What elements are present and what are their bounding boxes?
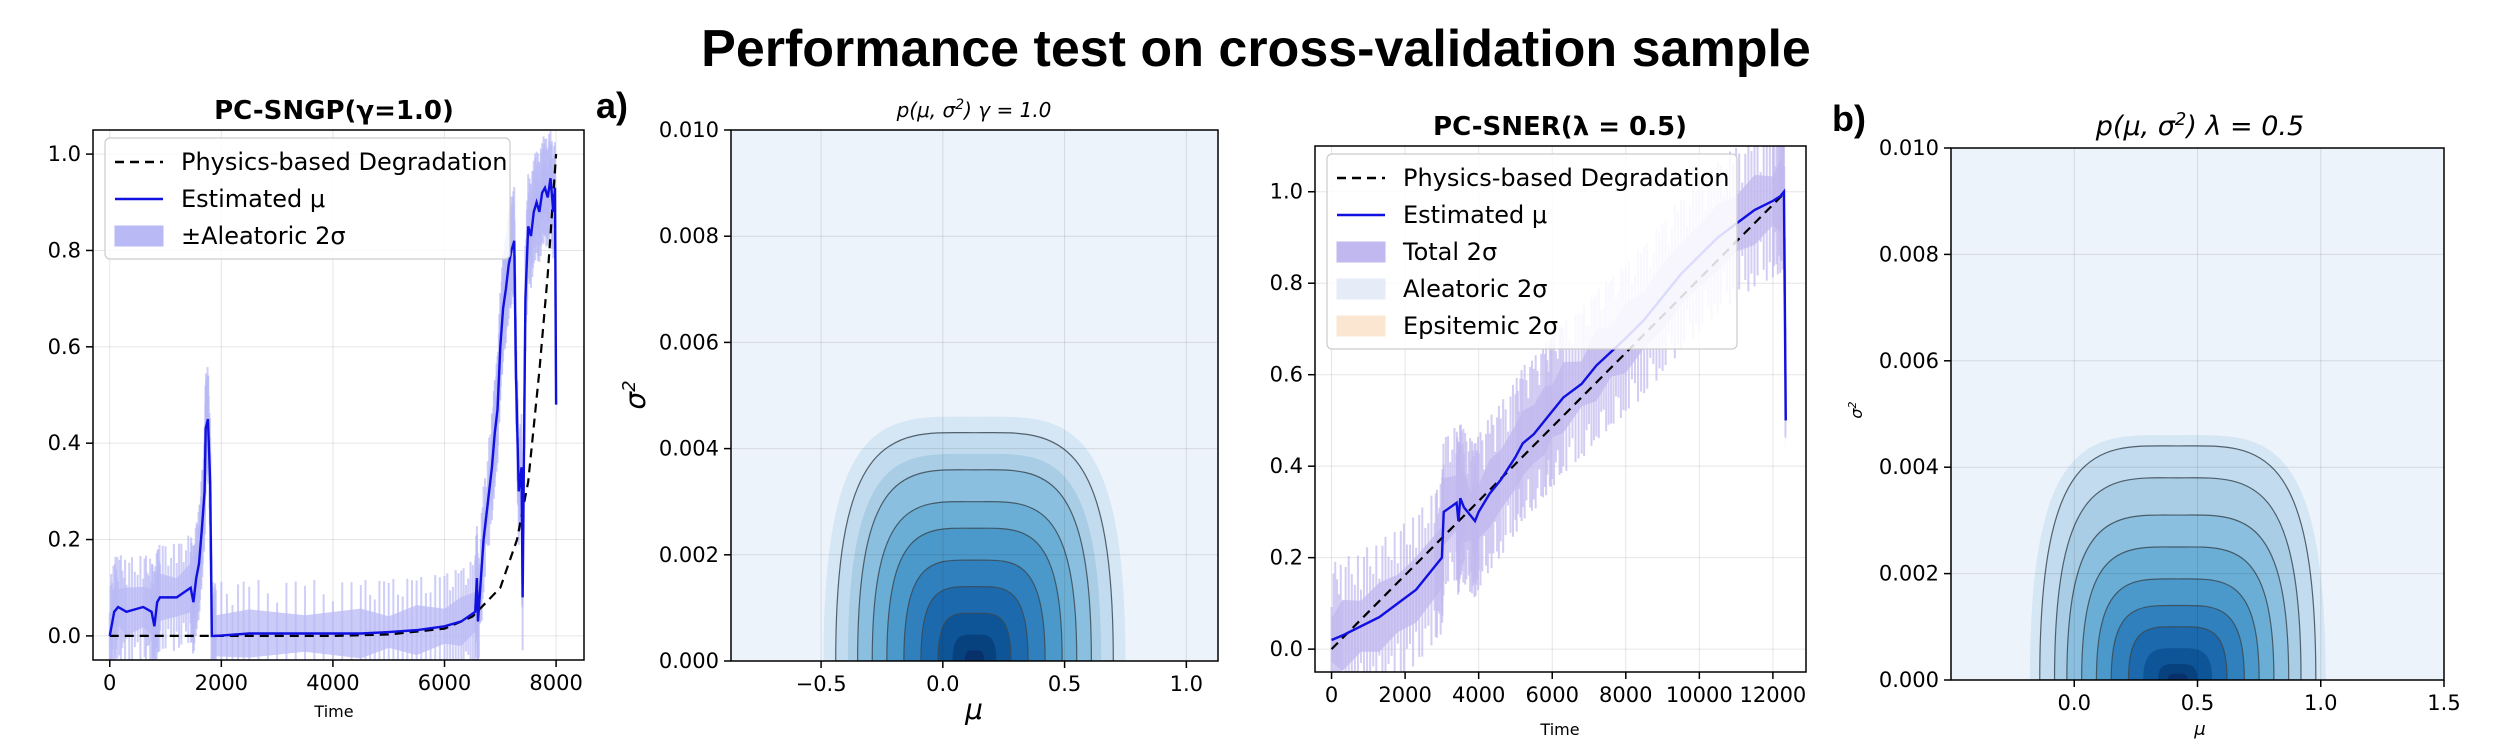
y-tick-label: 0.8 xyxy=(1270,271,1303,295)
legend: Physics-based Degradation Estimated μ ±Ale… xyxy=(104,137,511,260)
x-tick-label: 10000 xyxy=(1666,683,1733,707)
posterior-gamma-x-axis-label: μ xyxy=(964,693,983,726)
x-tick-label: 4000 xyxy=(306,671,359,695)
legend-patch-marker xyxy=(1336,241,1386,263)
y-tick-label: 0.008 xyxy=(1879,242,1939,266)
posterior-lambda-title: p(μ, σ2) λ = 0.5 xyxy=(2095,109,2304,142)
x-tick-label: 0 xyxy=(1325,683,1338,707)
axes-frame xyxy=(1950,147,2445,681)
legend-label: ±Aleatoric 2σ xyxy=(181,222,346,250)
y-tick-label: 0.8 xyxy=(48,238,81,262)
legend-label: Epsitemic 2σ xyxy=(1403,312,1558,340)
x-tick-label: 0 xyxy=(103,671,116,695)
density-contour xyxy=(964,650,985,661)
panel-letter-b: b) xyxy=(1832,98,1866,139)
y-tick-label: 0.2 xyxy=(48,528,81,552)
plot-content xyxy=(731,130,1218,661)
x-tick-label: −0.5 xyxy=(796,672,847,696)
y-tick-label: 0.006 xyxy=(1879,349,1939,373)
y-tick-label: 0.010 xyxy=(1879,136,1939,160)
x-tick-label: 6000 xyxy=(1525,683,1578,707)
legend-label: Total 2σ xyxy=(1402,238,1497,266)
y-tick-label: 0.0 xyxy=(1270,637,1303,661)
sner-plot-area: 0 2000 4000 6000 8000 10000 12000 0.0 0.2 0.4 0.6 0… xyxy=(1270,145,1807,707)
posterior-lambda-x-axis-label: μ xyxy=(2193,719,2205,740)
x-tick-label: 1.0 xyxy=(1170,672,1203,696)
legend-box xyxy=(104,137,511,260)
y-tick-label: 0.002 xyxy=(1879,562,1939,586)
axes-frame xyxy=(92,129,585,661)
sngp-x-axis-label: Time xyxy=(313,702,353,721)
posterior-gamma-y-axis-label: σ2 xyxy=(619,380,652,409)
legend-label: Physics-based Degradation xyxy=(1403,164,1729,192)
y-tick-label: 0.008 xyxy=(659,224,719,248)
x-tick-label: 8000 xyxy=(529,671,582,695)
density-contour xyxy=(2167,673,2188,680)
x-tick-label: 0.0 xyxy=(2058,691,2091,715)
panel-a: a) −0.5 0.0 0.5 1.0 0.000 0.002 0.004 0.006 0.00… xyxy=(596,85,1219,726)
panel-sngp: 0 2000 4000 6000 8000 0.0 0.2 0.4 0.6 0.8 1.0 Physi… xyxy=(48,96,585,721)
x-tick-label: 4000 xyxy=(1452,683,1505,707)
plot-content xyxy=(1951,148,2444,680)
y-tick-label: 0.000 xyxy=(659,649,719,673)
y-tick-label: 0.000 xyxy=(1879,668,1939,692)
sner-chart-title: PC-SNER(λ = 0.5) xyxy=(1433,112,1687,142)
figure-title: Performance test on cross-validation sam… xyxy=(701,20,1811,78)
y-tick-label: 0.006 xyxy=(659,330,719,354)
axes-frame xyxy=(730,129,1219,662)
y-tick-label: 0.010 xyxy=(659,118,719,142)
panel-b: b) 0.0 0.5 1.0 1.5 0.000 0.002 0.004 0.006 0.008… xyxy=(1832,98,2461,740)
legend-label: Aleatoric 2σ xyxy=(1403,275,1548,303)
x-tick-label: 0.0 xyxy=(926,672,959,696)
x-tick-label: 0.5 xyxy=(1048,672,1081,696)
posterior-gamma-plot-area: −0.5 0.0 0.5 1.0 0.000 0.002 0.004 0.006 0.008 0.… xyxy=(659,118,1219,696)
physics-degradation-line xyxy=(109,154,558,638)
density-contour xyxy=(2158,664,2198,680)
y-tick-label: 1.0 xyxy=(48,142,81,166)
posterior-gamma-title: p(μ, σ2) γ = 1.0 xyxy=(896,97,1052,122)
physics-degradation-line xyxy=(1330,190,1787,650)
estimated-mu-line xyxy=(108,178,558,638)
x-tick-label: 8000 xyxy=(1599,683,1652,707)
legend: Physics-based Degradation Estimated μ Tota… xyxy=(1326,153,1738,350)
y-tick-label: 0.004 xyxy=(659,437,719,461)
y-tick-label: 0.004 xyxy=(1879,455,1939,479)
legend-label: Physics-based Degradation xyxy=(181,148,507,176)
legend-box xyxy=(1326,153,1738,350)
y-tick-label: 0.2 xyxy=(1270,546,1303,570)
y-tick-label: 0.002 xyxy=(659,543,719,567)
legend-patch-marker xyxy=(1336,278,1386,300)
legend-label: Estimated μ xyxy=(181,185,325,213)
sngp-plot-area: 0 2000 4000 6000 8000 0.0 0.2 0.4 0.6 0.8 1.0 Physi… xyxy=(48,129,585,695)
legend-label: Estimated μ xyxy=(1403,201,1547,229)
posterior-lambda-y-axis-label: σ2 xyxy=(1846,401,1866,418)
panel-sner: 0 2000 4000 6000 8000 10000 12000 0.0 0.2 0.4 0.6 0… xyxy=(1270,112,1807,739)
sner-x-axis-label: Time xyxy=(1539,720,1579,739)
y-tick-label: 0.4 xyxy=(48,431,81,455)
x-tick-label: 12000 xyxy=(1739,683,1806,707)
legend-patch-marker xyxy=(1336,315,1386,337)
sngp-chart-title: PC-SNGP(γ=1.0) xyxy=(214,96,454,126)
density-contour xyxy=(952,634,997,661)
y-tick-label: 0.4 xyxy=(1270,454,1303,478)
x-tick-label: 2000 xyxy=(195,671,248,695)
y-tick-label: 0.6 xyxy=(48,335,81,359)
x-tick-label: 0.5 xyxy=(2181,691,2214,715)
panel-letter-a: a) xyxy=(596,85,628,126)
y-tick-label: 0.0 xyxy=(48,624,81,648)
legend-patch-marker xyxy=(114,225,164,247)
posterior-lambda-plot-area: 0.0 0.5 1.0 1.5 0.000 0.002 0.004 0.006 0.008 0.0… xyxy=(1879,136,2461,715)
x-tick-label: 1.0 xyxy=(2304,691,2337,715)
axes-frame xyxy=(1314,145,1807,673)
y-tick-label: 1.0 xyxy=(1270,180,1303,204)
x-tick-label: 6000 xyxy=(418,671,471,695)
y-tick-label: 0.6 xyxy=(1270,363,1303,387)
x-tick-label: 2000 xyxy=(1378,683,1431,707)
x-tick-label: 1.5 xyxy=(2427,691,2460,715)
